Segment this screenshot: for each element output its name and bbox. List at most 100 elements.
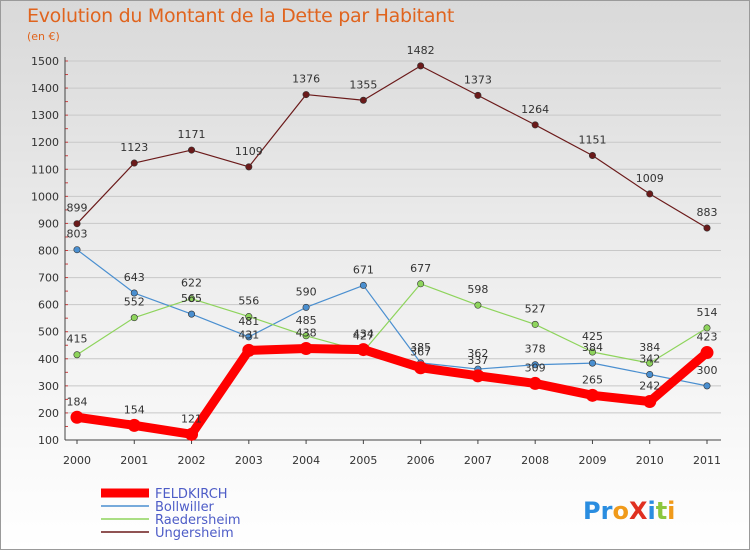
x-tick-label: 2000 bbox=[63, 454, 91, 467]
legend-label: Raedersheim bbox=[155, 513, 241, 528]
data-point-ungersheim bbox=[703, 224, 711, 232]
data-point-feldkirch bbox=[471, 369, 485, 383]
data-label: 1123 bbox=[120, 141, 148, 154]
data-point-raedersheim bbox=[703, 324, 711, 332]
data-label: 643 bbox=[124, 271, 145, 284]
data-point-ungersheim bbox=[474, 91, 482, 99]
data-point-ungersheim bbox=[188, 146, 196, 154]
data-label: 527 bbox=[525, 302, 546, 315]
data-point-feldkirch bbox=[643, 395, 657, 409]
data-point-raedersheim bbox=[417, 280, 425, 288]
data-point-feldkirch bbox=[528, 376, 542, 390]
data-point-feldkirch bbox=[185, 427, 199, 441]
data-point-bollwiller bbox=[646, 370, 654, 378]
data-label: 367 bbox=[410, 346, 431, 359]
y-tick-label: 1100 bbox=[31, 163, 59, 176]
x-tick-label: 2011 bbox=[693, 454, 721, 467]
data-label: 362 bbox=[467, 347, 488, 360]
data-label: 154 bbox=[124, 403, 145, 416]
data-point-raedersheim bbox=[588, 348, 596, 356]
y-tick-label: 700 bbox=[38, 272, 59, 285]
data-point-raedersheim bbox=[188, 295, 196, 303]
data-point-bollwiller bbox=[130, 289, 138, 297]
data-point-raedersheim bbox=[73, 351, 81, 359]
data-label: 1482 bbox=[407, 44, 435, 57]
data-label: 1151 bbox=[578, 133, 606, 146]
series-line-ungersheim bbox=[76, 65, 708, 229]
proxiti-logo: ProXiti bbox=[583, 497, 675, 525]
x-tick-label: 2001 bbox=[120, 454, 148, 467]
y-tick-label: 100 bbox=[38, 434, 59, 447]
y-tick-label: 900 bbox=[38, 217, 59, 230]
data-point-bollwiller bbox=[531, 361, 539, 369]
data-label: 427 bbox=[353, 329, 374, 342]
data-label: 883 bbox=[697, 206, 718, 219]
data-point-feldkirch bbox=[242, 343, 256, 357]
data-point-bollwiller bbox=[359, 281, 367, 289]
data-label: 415 bbox=[67, 333, 88, 346]
data-point-ungersheim bbox=[588, 151, 596, 159]
data-point-feldkirch bbox=[70, 410, 84, 424]
y-tick-label: 400 bbox=[38, 353, 59, 366]
data-point-ungersheim bbox=[245, 163, 253, 171]
data-point-ungersheim bbox=[130, 159, 138, 167]
data-point-bollwiller bbox=[188, 310, 196, 318]
data-label: 803 bbox=[67, 228, 88, 241]
data-label: 1355 bbox=[349, 78, 377, 91]
data-label: 342 bbox=[639, 352, 660, 365]
data-point-ungersheim bbox=[417, 62, 425, 70]
data-label: 425 bbox=[582, 330, 603, 343]
data-point-feldkirch bbox=[356, 343, 370, 357]
data-label: 438 bbox=[296, 326, 317, 339]
data-point-feldkirch bbox=[585, 388, 599, 402]
data-point-bollwiller bbox=[245, 333, 253, 341]
x-tick-label: 2008 bbox=[521, 454, 549, 467]
data-label: 622 bbox=[181, 277, 202, 290]
data-label: 677 bbox=[410, 262, 431, 275]
data-label: 556 bbox=[238, 295, 259, 308]
data-point-ungersheim bbox=[359, 96, 367, 104]
data-label: 485 bbox=[296, 314, 317, 327]
y-tick-label: 500 bbox=[38, 326, 59, 339]
y-tick-label: 600 bbox=[38, 299, 59, 312]
data-label: 671 bbox=[353, 263, 374, 276]
data-label: 423 bbox=[697, 331, 718, 344]
data-label: 514 bbox=[697, 306, 718, 319]
data-point-raedersheim bbox=[245, 313, 253, 321]
data-point-ungersheim bbox=[646, 190, 654, 198]
data-label: 1264 bbox=[521, 103, 549, 116]
data-label: 1009 bbox=[636, 172, 664, 185]
data-label: 242 bbox=[639, 380, 660, 393]
y-tick-label: 200 bbox=[38, 407, 59, 420]
data-point-raedersheim bbox=[531, 320, 539, 328]
data-label: 385 bbox=[410, 341, 431, 354]
legend-label: Ungersheim bbox=[155, 526, 234, 541]
data-label: 434 bbox=[353, 328, 374, 341]
data-label: 121 bbox=[181, 412, 202, 425]
series-line-bollwiller bbox=[76, 249, 708, 387]
data-label: 552 bbox=[124, 296, 145, 309]
data-point-bollwiller bbox=[588, 359, 596, 367]
data-point-ungersheim bbox=[73, 220, 81, 228]
data-label: 337 bbox=[467, 354, 488, 367]
data-label: 481 bbox=[238, 315, 259, 328]
data-label: 378 bbox=[525, 343, 546, 356]
data-label: 265 bbox=[582, 373, 603, 386]
x-tick-label: 2005 bbox=[349, 454, 377, 467]
data-point-bollwiller bbox=[703, 382, 711, 390]
data-point-ungersheim bbox=[531, 121, 539, 129]
data-label: 598 bbox=[467, 283, 488, 296]
data-point-feldkirch bbox=[414, 361, 428, 375]
x-tick-label: 2009 bbox=[578, 454, 606, 467]
data-point-bollwiller bbox=[302, 303, 310, 311]
data-label: 899 bbox=[67, 202, 88, 215]
data-point-bollwiller bbox=[73, 246, 81, 254]
y-tick-label: 300 bbox=[38, 380, 59, 393]
data-point-raedersheim bbox=[646, 359, 654, 367]
data-point-ungersheim bbox=[302, 91, 310, 99]
y-tick-label: 800 bbox=[38, 245, 59, 258]
data-point-feldkirch bbox=[299, 341, 313, 355]
chart-unit-label: (en €) bbox=[27, 30, 60, 43]
